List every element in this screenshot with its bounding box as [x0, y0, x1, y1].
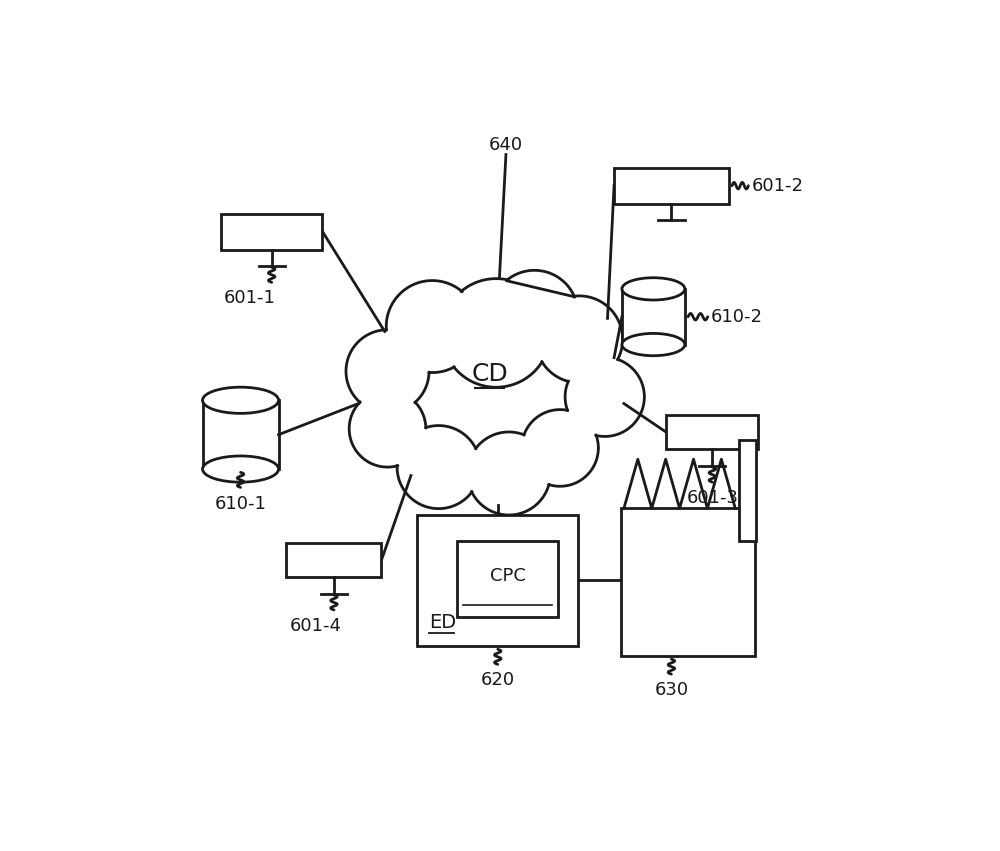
Text: 610-2: 610-2: [711, 308, 763, 326]
Circle shape: [565, 357, 644, 437]
FancyBboxPatch shape: [203, 400, 279, 469]
Ellipse shape: [203, 387, 279, 414]
Circle shape: [522, 409, 598, 486]
FancyBboxPatch shape: [622, 288, 685, 345]
Text: 610-1: 610-1: [215, 495, 267, 513]
Text: 601-1: 601-1: [224, 288, 276, 307]
Text: 601-2: 601-2: [752, 177, 804, 195]
Text: CD: CD: [471, 362, 508, 386]
Circle shape: [536, 296, 623, 383]
FancyBboxPatch shape: [739, 440, 756, 541]
Ellipse shape: [203, 456, 279, 483]
Circle shape: [491, 271, 578, 357]
FancyBboxPatch shape: [286, 543, 381, 577]
FancyBboxPatch shape: [221, 214, 322, 249]
Text: 620: 620: [481, 671, 515, 689]
Circle shape: [397, 426, 480, 509]
Text: 601-3: 601-3: [686, 488, 738, 506]
Circle shape: [467, 432, 550, 515]
FancyBboxPatch shape: [621, 508, 755, 656]
Ellipse shape: [622, 334, 685, 356]
FancyBboxPatch shape: [457, 541, 558, 616]
FancyBboxPatch shape: [666, 415, 758, 449]
Text: CPC: CPC: [490, 567, 526, 585]
Text: ED: ED: [429, 613, 456, 631]
Text: 601-4: 601-4: [290, 616, 342, 635]
Text: 640: 640: [489, 135, 523, 154]
Circle shape: [349, 391, 426, 467]
FancyBboxPatch shape: [417, 515, 578, 646]
Ellipse shape: [622, 277, 685, 300]
Text: 630: 630: [654, 681, 688, 699]
Circle shape: [386, 281, 478, 373]
Circle shape: [346, 329, 429, 413]
FancyBboxPatch shape: [614, 168, 729, 203]
Circle shape: [442, 278, 550, 387]
